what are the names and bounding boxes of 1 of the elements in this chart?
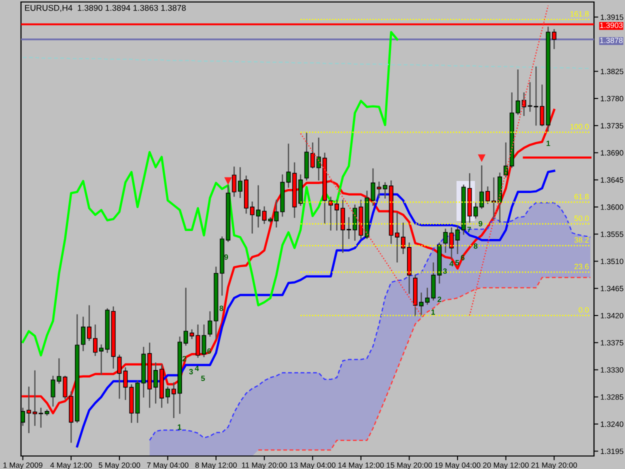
chart-title: EURUSD,H4 1.3890 1.3894 1.3863 1.3878	[25, 4, 186, 12]
